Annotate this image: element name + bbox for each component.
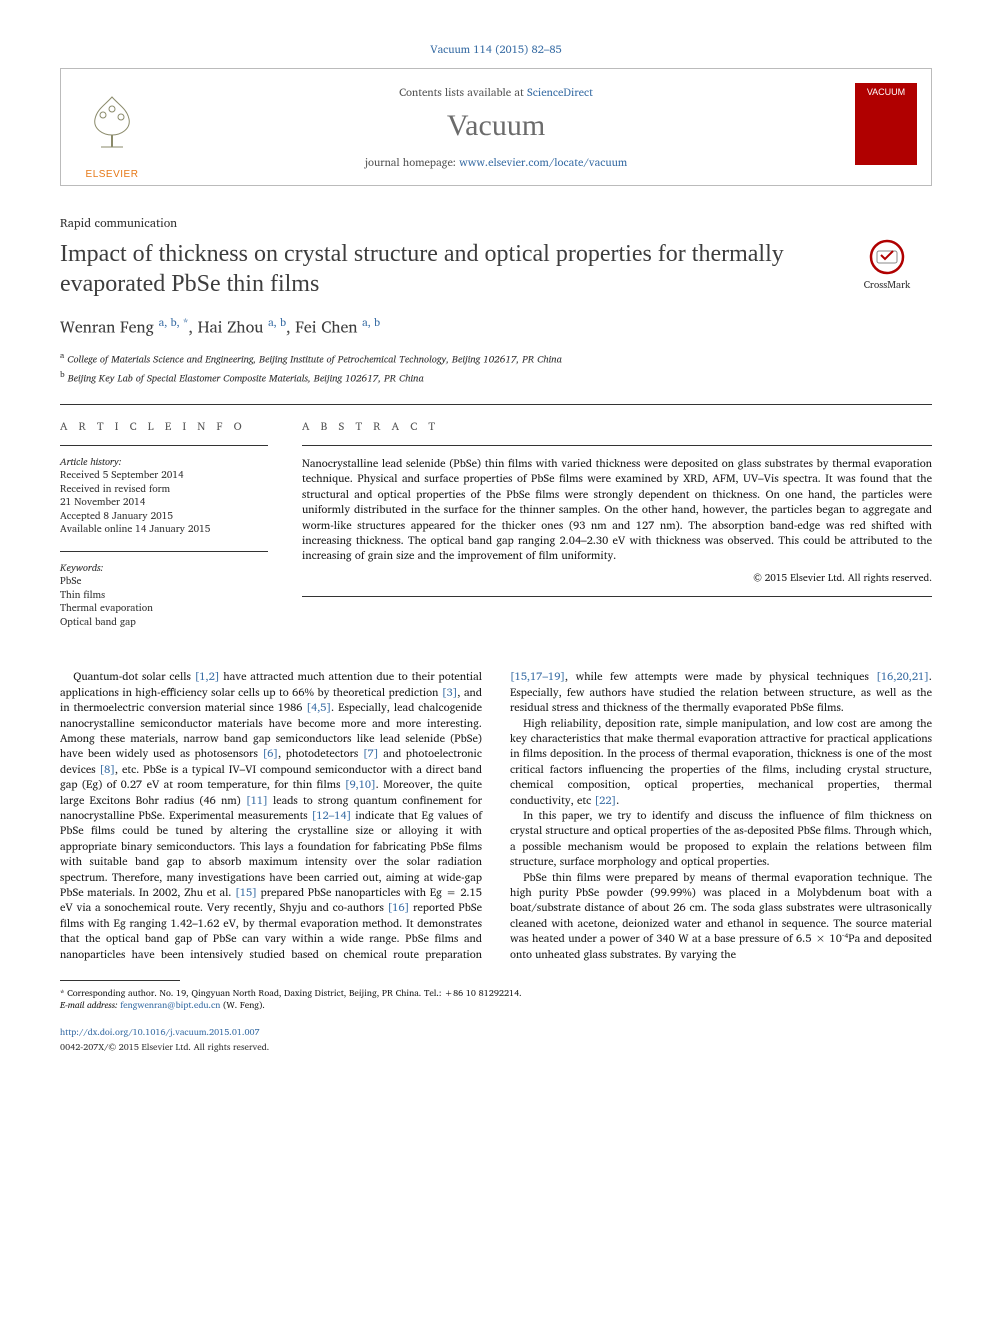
citation-journal-link[interactable]: Vacuum (430, 40, 470, 58)
footnotes: * Corresponding author. No. 19, Qingyuan… (60, 987, 932, 1010)
keywords-block: Keywords: PbSe Thin films Thermal evapor… (60, 562, 268, 630)
issn-copyright: 0042-207X/© 2015 Elsevier Ltd. All right… (60, 1039, 932, 1054)
body-p4: PbSe thin films were prepared by means o… (510, 870, 932, 962)
author-3-aff[interactable]: a, b (362, 313, 380, 331)
history-4: Available online 14 January 2015 (60, 523, 268, 537)
homepage-link[interactable]: www.elsevier.com/locate/vacuum (459, 153, 627, 171)
divider-info (60, 445, 268, 446)
article-title: Impact of thickness on crystal structure… (60, 239, 824, 299)
article-info-col: A R T I C L E I N F O Article history: R… (60, 417, 268, 644)
body-text: Quantum-dot solar cells [1,2] have attra… (60, 669, 932, 961)
divider-abstract (302, 445, 932, 446)
body-p2: High reliability, deposition rate, simpl… (510, 716, 932, 808)
aff-text-a: College of Materials Science and Enginee… (67, 352, 562, 368)
body-p3: In this paper, we try to identify and di… (510, 808, 932, 870)
email-who: (W. Feng). (220, 997, 265, 1012)
crossmark-icon (869, 239, 905, 275)
citation-volissue: 114 (2015) 82–85 (473, 40, 561, 58)
abstract-copyright: © 2015 Elsevier Ltd. All rights reserved… (302, 570, 932, 586)
author-2: Hai Zhou (198, 314, 264, 340)
author-1: Wenran Feng (60, 314, 154, 340)
contents-pre: Contents lists available at (399, 83, 527, 101)
info-abstract-row: A R T I C L E I N F O Article history: R… (60, 417, 932, 644)
elsevier-logo: ELSEVIER (75, 83, 149, 161)
article-history: Article history: Received 5 September 20… (60, 456, 268, 537)
abstract-col: A B S T R A C T Nanocrystalline lead sel… (302, 417, 932, 644)
email-link[interactable]: fengwenran@bipt.edu.cn (120, 997, 220, 1012)
title-row: Impact of thickness on crystal structure… (60, 239, 932, 299)
email-line: E-mail address: fengwenran@bipt.edu.cn (… (60, 999, 932, 1011)
aff-text-b: Beijing Key Lab of Special Elastomer Com… (68, 370, 424, 386)
divider-abstract-bottom (302, 596, 932, 597)
footer-bar: http://dx.doi.org/10.1016/j.vacuum.2015.… (60, 1024, 932, 1054)
author-3: Fei Chen (295, 314, 357, 340)
doi-link[interactable]: http://dx.doi.org/10.1016/j.vacuum.2015.… (60, 1024, 260, 1039)
email-label: E-mail address: (60, 997, 120, 1012)
crossmark-label: CrossMark (864, 277, 911, 293)
abstract-text: Nanocrystalline lead selenide (PbSe) thi… (302, 456, 932, 564)
journal-homepage-line: journal homepage: www.elsevier.com/locat… (79, 153, 913, 171)
aff-sup-b: b (60, 367, 65, 381)
article-type: Rapid communication (60, 214, 932, 233)
sciencedirect-link[interactable]: ScienceDirect (527, 83, 593, 101)
homepage-pre: journal homepage: (365, 153, 459, 171)
affiliation-a: a College of Materials Science and Engin… (60, 350, 932, 367)
crossmark-badge[interactable]: CrossMark (842, 239, 932, 293)
cover-label: VACUUM (859, 87, 913, 97)
author-2-aff[interactable]: a, b (268, 313, 286, 331)
footnote-separator (60, 980, 180, 981)
abstract-head: A B S T R A C T (302, 417, 932, 435)
divider-kw (60, 551, 268, 552)
contents-line: Contents lists available at ScienceDirec… (79, 83, 913, 101)
elsevier-wordmark: ELSEVIER (75, 169, 149, 180)
page-root: Vacuum 114 (2015) 82–85 ELSEVIER VACUUM … (0, 0, 992, 1094)
citation-line: Vacuum 114 (2015) 82–85 (60, 40, 932, 58)
elsevier-tree-icon (75, 83, 149, 161)
article-info-head: A R T I C L E I N F O (60, 417, 268, 435)
aff-sup-a: a (60, 348, 64, 362)
journal-cover-thumb: VACUUM (855, 83, 917, 165)
affiliation-b: b Beijing Key Lab of Special Elastomer C… (60, 369, 932, 386)
journal-header: ELSEVIER VACUUM Contents lists available… (60, 68, 932, 186)
body-p2-a: High reliability, deposition rate, simpl… (510, 714, 932, 809)
divider-top (60, 404, 932, 405)
authors-line: Wenran Feng a, b, *, Hai Zhou a, b, Fei … (60, 313, 932, 340)
keyword-3: Optical band gap (60, 616, 268, 630)
journal-name: Vacuum (79, 109, 913, 143)
keywords-label: Keywords: (60, 562, 268, 576)
author-1-aff[interactable]: a, b, * (159, 313, 189, 331)
